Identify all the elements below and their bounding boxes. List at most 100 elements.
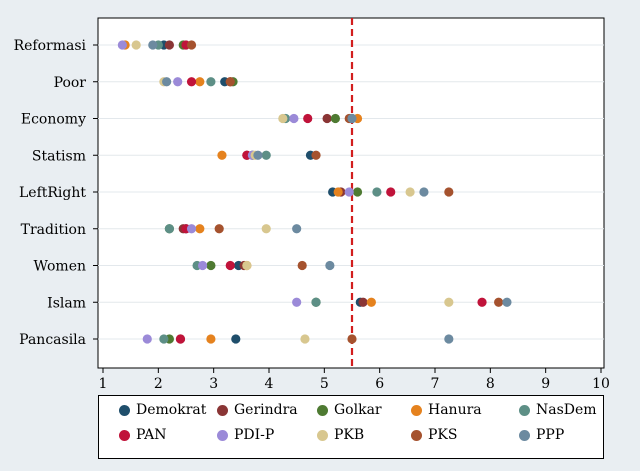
legend-item: Hanura [411,402,482,418]
legend-swatch [217,429,228,441]
data-point [164,40,174,50]
legend-swatch [317,429,328,441]
data-point [142,334,152,344]
legend-item: Demokrat [119,402,206,418]
legend-label: PDI-P [234,427,275,443]
legend-swatch [119,404,130,416]
legend-label: NasDem [536,402,597,418]
x-tick-label: 10 [592,376,610,392]
y-tick-label: Tradition [21,222,86,238]
legend-item: PDI-P [217,427,274,443]
data-point [164,224,174,234]
data-point [198,260,208,271]
data-point [186,77,197,87]
legend-swatch [411,429,422,441]
data-point [444,187,454,197]
data-point [311,297,321,307]
data-point [231,334,241,344]
data-point [419,187,429,197]
data-point [148,40,158,50]
legend-label: PKB [334,427,365,443]
data-point [352,187,363,197]
data-point [253,150,263,160]
data-point [322,113,332,124]
x-tick-label: 6 [375,376,384,392]
legend-label: PKS [428,427,458,443]
y-tick-label: Pancasila [19,332,86,348]
y-tick-label: Reformasi [14,38,87,54]
data-point [444,334,454,344]
data-point [225,77,235,87]
data-point [131,40,141,50]
data-point [330,113,340,124]
data-point [225,260,235,271]
legend-item: PAN [119,427,167,443]
data-point [261,150,271,160]
legend-label: PAN [136,427,167,443]
y-tick-label: Statism [32,148,86,164]
x-tick-label: 9 [541,376,550,392]
data-point [358,297,368,307]
y-tick-label: LeftRight [19,185,86,201]
data-point [300,334,310,344]
legend-swatch [519,404,530,416]
data-point [372,187,382,197]
legend-swatch [217,404,228,416]
x-tick-label: 8 [486,376,495,392]
x-axis: 1 2 3 4 5 6 7 8 9 10 [99,368,610,392]
data-point [477,297,487,307]
data-point [325,260,335,271]
y-tick-label: Poor [54,75,87,91]
legend-item: PKS [411,427,457,443]
legend-item: PKB [317,427,364,443]
data-point [347,113,357,124]
x-tick-label: 7 [431,376,440,392]
data-point [444,297,454,307]
legend: Demokrat Gerindra Golkar Hanura NasDem PAN PDI… [98,395,604,459]
data-point [289,113,299,124]
y-axis-labels: Reformasi Poor Economy Statism LeftRight Trad… [14,38,98,348]
data-point [214,224,224,234]
data-point [159,334,169,344]
y-tick-label: Islam [47,295,86,311]
data-point [405,187,415,197]
x-tick-label: 3 [209,376,218,392]
legend-swatch [519,429,530,441]
data-point [206,260,216,271]
data-point [206,334,216,344]
y-tick-label: Women [34,259,86,275]
legend-item: NasDem [519,402,597,418]
legend-swatch [317,404,328,416]
data-point [347,334,357,344]
data-point [173,77,183,87]
data-point [494,297,504,307]
data-point [195,224,205,234]
x-tick-label: 4 [265,376,274,392]
data-point [186,224,197,234]
legend-item: PPP [519,427,564,443]
legend-label: Demokrat [136,402,207,418]
data-point [333,187,343,197]
legend-label: Hanura [428,402,482,418]
data-point [195,77,205,87]
data-point [344,187,354,197]
data-points [117,40,512,344]
legend-item: Golkar [317,402,382,418]
data-point [502,297,512,307]
data-point [261,224,271,234]
data-point [117,40,127,50]
legend-label: Golkar [334,402,382,418]
data-point [206,77,216,87]
x-tick-label: 2 [154,376,163,392]
data-point [242,260,252,271]
x-tick-label: 1 [99,376,108,392]
data-point [278,113,288,124]
legend-swatch [119,429,130,441]
data-point [297,260,307,271]
legend-swatch [411,404,422,416]
x-tick-label: 5 [320,376,329,392]
legend-label: Gerindra [234,402,298,418]
data-point [217,150,227,160]
data-point [386,187,396,197]
